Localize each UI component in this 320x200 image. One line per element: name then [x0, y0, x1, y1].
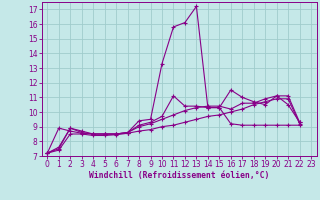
X-axis label: Windchill (Refroidissement éolien,°C): Windchill (Refroidissement éolien,°C): [89, 171, 269, 180]
